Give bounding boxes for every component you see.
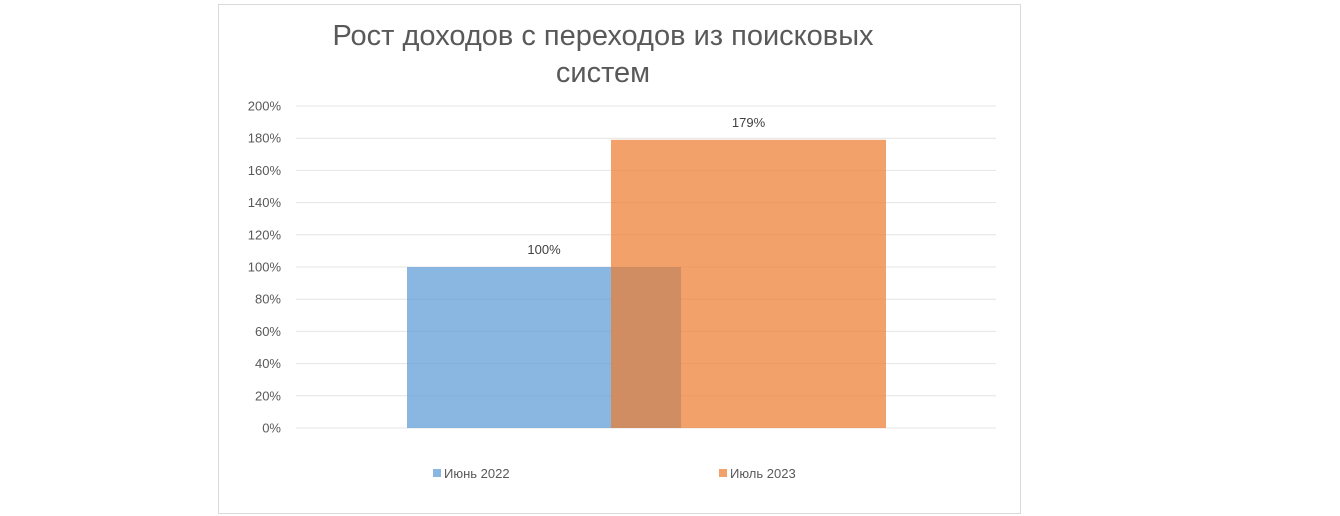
y-tick-label: 140% (248, 195, 282, 210)
y-tick-label: 0% (262, 421, 281, 436)
y-tick-label: 120% (248, 227, 282, 242)
legend-label-1: Июнь 2022 (444, 466, 510, 481)
y-tick-label: 160% (248, 163, 282, 178)
data-label-2: 179% (732, 115, 766, 130)
y-tick-label: 20% (255, 388, 281, 403)
legend-swatch-2 (719, 469, 727, 477)
data-label-1: 100% (527, 242, 561, 257)
chart-title-line-2: систем (556, 57, 650, 89)
legend-label-2: Июль 2023 (730, 466, 796, 481)
chart-title-line-1: Рост доходов с переходов из поисковых (332, 20, 874, 52)
data-labels: 100% 179% (527, 115, 765, 257)
y-tick-label: 40% (255, 356, 281, 371)
y-tick-label: 200% (248, 99, 282, 114)
chart-title: Рост доходов с переходов из поисковых си… (332, 20, 874, 89)
y-tick-label: 100% (248, 260, 282, 275)
bars (407, 139, 886, 428)
y-tick-label: 80% (255, 292, 281, 307)
y-axis-tick-labels: 0% 20% 40% 60% 80% 100% 120% 140% 160% 180% 200% (248, 99, 282, 436)
y-tick-label: 60% (255, 324, 281, 339)
bar-2 (611, 139, 886, 428)
legend-swatch-1 (433, 469, 441, 477)
legend: Июнь 2022 Июль 2023 (433, 466, 796, 481)
y-tick-label: 180% (248, 131, 282, 146)
